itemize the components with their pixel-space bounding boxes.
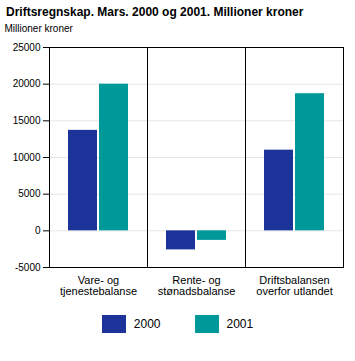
svg-text:Millioner kroner: Millioner kroner: [5, 23, 74, 34]
svg-text:Vare- ogtjenestebalanse: Vare- ogtjenestebalanse: [60, 274, 137, 297]
svg-text:Rente- ogstønadsbalanse: Rente- ogstønadsbalanse: [158, 274, 236, 297]
svg-text:10000: 10000: [13, 152, 41, 163]
svg-text:5000: 5000: [18, 188, 41, 199]
svg-text:Driftsbalansenoverfor utlandet: Driftsbalansenoverfor utlandet: [256, 274, 332, 297]
html-text:Driftsregnskap. Mars. 2000 og: Driftsregnskap. Mars. 2000 og 2001. Mill…: [6, 5, 304, 19]
html-text:2000: 2000: [133, 317, 161, 331]
svg-text:25000: 25000: [13, 42, 41, 53]
svg-text:20000: 20000: [13, 78, 41, 89]
html-text:2001: 2001: [226, 317, 254, 331]
svg-text:15000: 15000: [13, 115, 41, 126]
svg-text:0: 0: [35, 225, 41, 236]
svg-text:-5000: -5000: [15, 262, 41, 273]
